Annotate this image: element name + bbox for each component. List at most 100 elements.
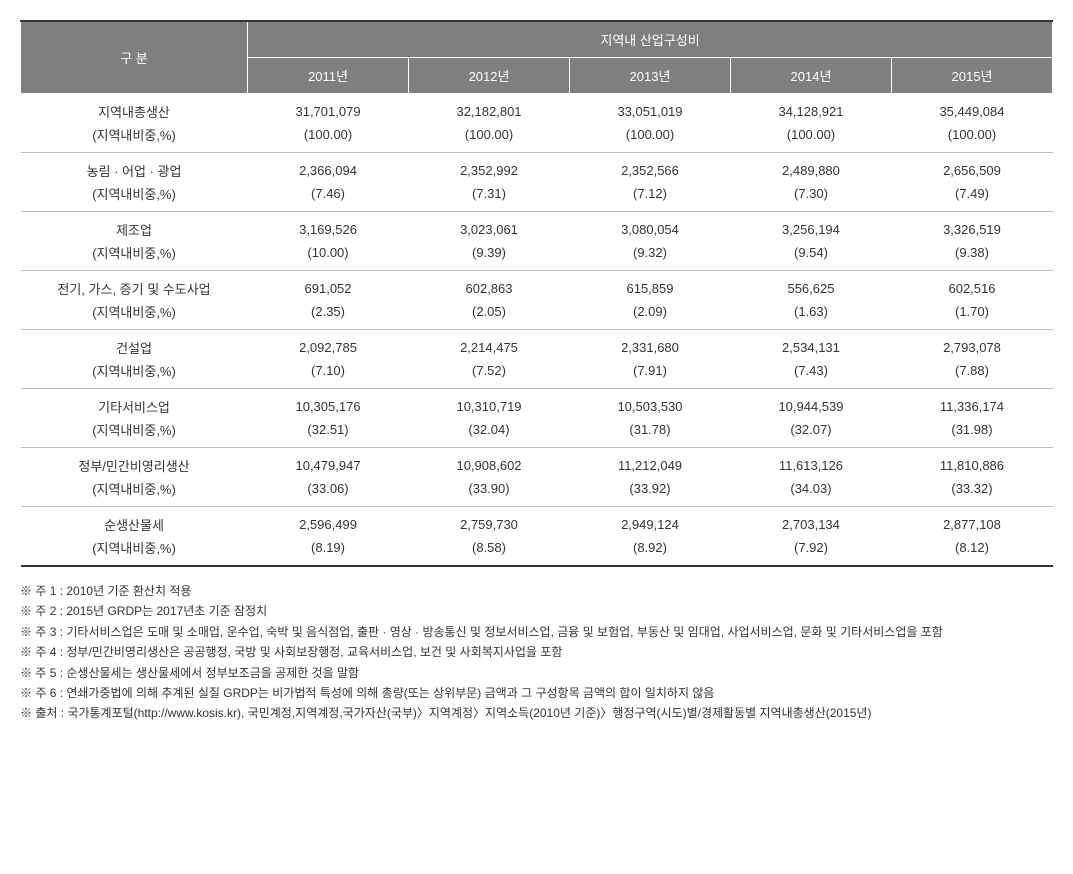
cell-pct: (2.05)	[409, 300, 570, 330]
cell-pct: (32.51)	[248, 418, 409, 448]
cell-value: 11,613,126	[730, 448, 891, 478]
table-row: 순생산물세2,596,4992,759,7302,949,1242,703,13…	[21, 507, 1053, 537]
table-row: 정부/민간비영리생산10,479,94710,908,60211,212,049…	[21, 448, 1053, 478]
header-year: 2013년	[570, 58, 731, 94]
cell-pct: (1.70)	[891, 300, 1052, 330]
cell-value: 2,759,730	[409, 507, 570, 537]
cell-value: 2,214,475	[409, 330, 570, 360]
table-row: (지역내비중,%)(10.00)(9.39)(9.32)(9.54)(9.38)	[21, 241, 1053, 271]
cell-pct: (33.90)	[409, 477, 570, 507]
cell-value: 3,256,194	[730, 212, 891, 242]
cell-pct: (7.92)	[730, 536, 891, 566]
row-label: 정부/민간비영리생산	[21, 448, 248, 478]
row-pct-label: (지역내비중,%)	[21, 182, 248, 212]
cell-pct: (100.00)	[730, 123, 891, 153]
cell-value: 2,352,992	[409, 153, 570, 183]
cell-value: 2,331,680	[570, 330, 731, 360]
cell-pct: (32.07)	[730, 418, 891, 448]
cell-value: 2,352,566	[570, 153, 731, 183]
cell-pct: (7.30)	[730, 182, 891, 212]
cell-pct: (1.63)	[730, 300, 891, 330]
cell-value: 10,908,602	[409, 448, 570, 478]
cell-pct: (32.04)	[409, 418, 570, 448]
cell-pct: (33.06)	[248, 477, 409, 507]
table-body: 지역내총생산31,701,07932,182,80133,051,01934,1…	[21, 94, 1053, 567]
cell-value: 35,449,084	[891, 94, 1052, 124]
cell-value: 691,052	[248, 271, 409, 301]
cell-value: 2,793,078	[891, 330, 1052, 360]
cell-value: 556,625	[730, 271, 891, 301]
cell-value: 2,877,108	[891, 507, 1052, 537]
footnote-line: ※ 주 2 : 2015년 GRDP는 2017년초 기준 잠정치	[20, 601, 1053, 621]
header-year: 2012년	[409, 58, 570, 94]
table-row: 지역내총생산31,701,07932,182,80133,051,01934,1…	[21, 94, 1053, 124]
cell-value: 2,092,785	[248, 330, 409, 360]
footnote-line: ※ 주 4 : 정부/민간비영리생산은 공공행정, 국방 및 사회보장행정, 교…	[20, 642, 1053, 662]
cell-pct: (2.09)	[570, 300, 731, 330]
table-row: (지역내비중,%)(8.19)(8.58)(8.92)(7.92)(8.12)	[21, 536, 1053, 566]
footnote-line: ※ 주 3 : 기타서비스업은 도매 및 소매업, 운수업, 숙박 및 음식점업…	[20, 622, 1053, 642]
row-label: 제조업	[21, 212, 248, 242]
table-row: 제조업3,169,5263,023,0613,080,0543,256,1943…	[21, 212, 1053, 242]
cell-value: 3,326,519	[891, 212, 1052, 242]
cell-pct: (7.10)	[248, 359, 409, 389]
cell-value: 602,863	[409, 271, 570, 301]
table-header: 구 분 지역내 산업구성비 2011년 2012년 2013년 2014년 20…	[21, 21, 1053, 94]
cell-pct: (10.00)	[248, 241, 409, 271]
footnote-line: ※ 출처 : 국가통계포털(http://www.kosis.kr), 국민계정…	[20, 703, 1053, 723]
header-group: 지역내 산업구성비	[248, 21, 1053, 58]
cell-pct: (33.92)	[570, 477, 731, 507]
cell-pct: (7.43)	[730, 359, 891, 389]
row-label: 농림 · 어업 · 광업	[21, 153, 248, 183]
cell-pct: (8.19)	[248, 536, 409, 566]
table-row: (지역내비중,%)(33.06)(33.90)(33.92)(34.03)(33…	[21, 477, 1053, 507]
table-row: 전기, 가스, 증기 및 수도사업691,052602,863615,85955…	[21, 271, 1053, 301]
row-pct-label: (지역내비중,%)	[21, 359, 248, 389]
cell-value: 602,516	[891, 271, 1052, 301]
cell-value: 2,949,124	[570, 507, 731, 537]
row-label: 건설업	[21, 330, 248, 360]
cell-pct: (9.54)	[730, 241, 891, 271]
footnote-line: ※ 주 6 : 연쇄가중법에 의해 추계된 실질 GRDP는 비가법적 특성에 …	[20, 683, 1053, 703]
table-row: 기타서비스업10,305,17610,310,71910,503,53010,9…	[21, 389, 1053, 419]
table-row: 건설업2,092,7852,214,4752,331,6802,534,1312…	[21, 330, 1053, 360]
row-pct-label: (지역내비중,%)	[21, 477, 248, 507]
cell-value: 3,023,061	[409, 212, 570, 242]
cell-pct: (9.38)	[891, 241, 1052, 271]
cell-value: 34,128,921	[730, 94, 891, 124]
table-row: (지역내비중,%)(7.46)(7.31)(7.12)(7.30)(7.49)	[21, 182, 1053, 212]
cell-value: 2,489,880	[730, 153, 891, 183]
footnote-line: ※ 주 5 : 순생산물세는 생산물세에서 정부보조금을 공제한 것을 말함	[20, 663, 1053, 683]
cell-pct: (100.00)	[409, 123, 570, 153]
cell-pct: (100.00)	[570, 123, 731, 153]
row-label: 기타서비스업	[21, 389, 248, 419]
cell-pct: (7.31)	[409, 182, 570, 212]
cell-pct: (100.00)	[891, 123, 1052, 153]
row-pct-label: (지역내비중,%)	[21, 241, 248, 271]
cell-value: 11,336,174	[891, 389, 1052, 419]
cell-value: 31,701,079	[248, 94, 409, 124]
table-row: (지역내비중,%)(32.51)(32.04)(31.78)(32.07)(31…	[21, 418, 1053, 448]
cell-value: 2,656,509	[891, 153, 1052, 183]
cell-value: 2,703,134	[730, 507, 891, 537]
cell-value: 615,859	[570, 271, 731, 301]
cell-pct: (34.03)	[730, 477, 891, 507]
cell-pct: (7.49)	[891, 182, 1052, 212]
row-pct-label: (지역내비중,%)	[21, 123, 248, 153]
cell-pct: (7.12)	[570, 182, 731, 212]
cell-value: 3,080,054	[570, 212, 731, 242]
cell-pct: (7.91)	[570, 359, 731, 389]
cell-pct: (31.78)	[570, 418, 731, 448]
cell-pct: (100.00)	[248, 123, 409, 153]
cell-pct: (2.35)	[248, 300, 409, 330]
table-row: 농림 · 어업 · 광업2,366,0942,352,9922,352,5662…	[21, 153, 1053, 183]
cell-pct: (8.58)	[409, 536, 570, 566]
cell-value: 11,810,886	[891, 448, 1052, 478]
cell-value: 2,366,094	[248, 153, 409, 183]
cell-value: 11,212,049	[570, 448, 731, 478]
row-label: 전기, 가스, 증기 및 수도사업	[21, 271, 248, 301]
header-year: 2015년	[891, 58, 1052, 94]
row-label: 순생산물세	[21, 507, 248, 537]
cell-pct: (9.39)	[409, 241, 570, 271]
cell-value: 2,534,131	[730, 330, 891, 360]
